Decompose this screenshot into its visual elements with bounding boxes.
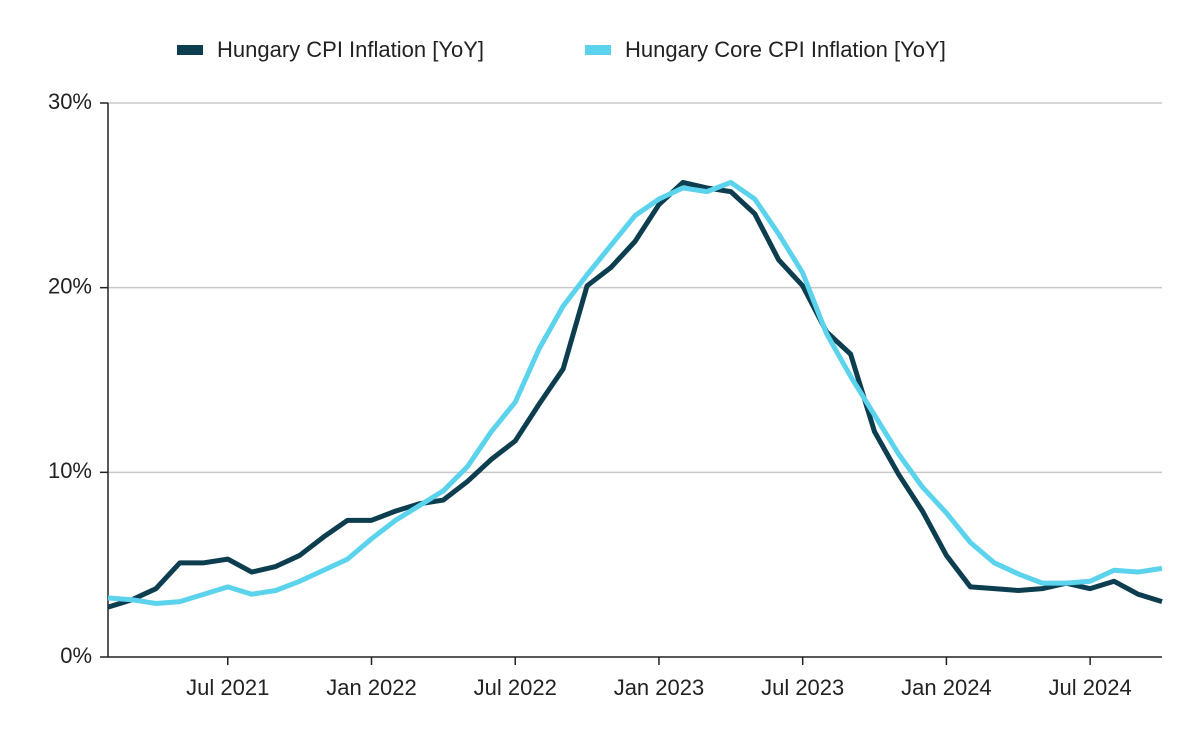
x-tick-label: Jul 2024: [1049, 675, 1132, 700]
legend-label: Hungary Core CPI Inflation [YoY]: [625, 37, 946, 62]
legend-swatch: [585, 45, 611, 55]
x-tick-label: Jan 2022: [326, 675, 417, 700]
x-tick-label: Jan 2023: [614, 675, 705, 700]
y-tick-label: 0%: [60, 643, 92, 668]
legend-label: Hungary CPI Inflation [YoY]: [217, 37, 484, 62]
x-tick-label: Jul 2022: [474, 675, 557, 700]
y-tick-label: 10%: [48, 458, 92, 483]
series-line: [107, 179, 1163, 610]
x-tick-label: Jul 2021: [186, 675, 269, 700]
series-line: [107, 179, 1163, 606]
x-tick-label: Jan 2024: [901, 675, 992, 700]
y-tick-label: 20%: [48, 273, 92, 298]
legend-swatch: [177, 45, 203, 55]
y-tick-label: 30%: [48, 89, 92, 114]
x-tick-label: Jul 2023: [761, 675, 844, 700]
